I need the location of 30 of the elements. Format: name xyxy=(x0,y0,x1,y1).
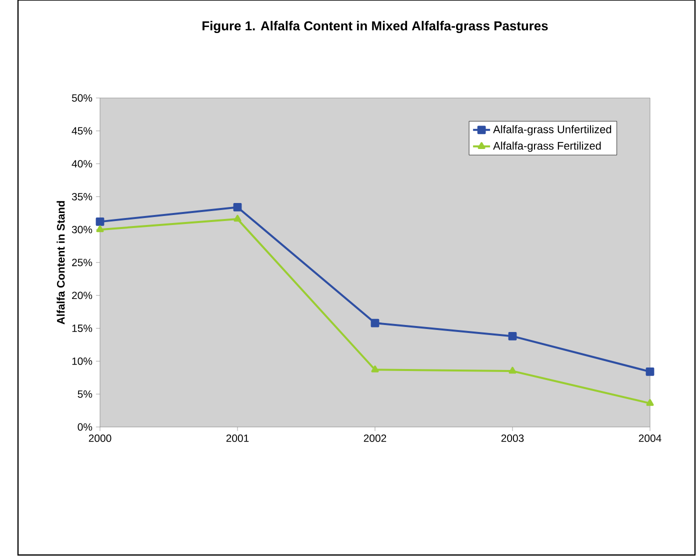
y-tick-label: 45% xyxy=(72,127,92,135)
y-tick-label: 25% xyxy=(72,258,92,266)
chart-title: Figure 1. Alfalfa Content in Mixed Alfalfa-grass Pastures xyxy=(202,20,548,34)
point xyxy=(96,217,104,226)
y-tick-label: 30% xyxy=(72,226,92,234)
point xyxy=(234,214,242,222)
y-tick-label: 5% xyxy=(78,390,92,398)
legend-label: Alfalfa-grass Fertilized xyxy=(493,142,601,152)
point xyxy=(371,366,379,372)
y-tick-label: 20% xyxy=(72,292,92,300)
y-tick-label: 50% xyxy=(72,94,92,102)
x-tick-label: 2003 xyxy=(501,434,524,442)
point xyxy=(96,225,104,232)
y-tick-label: 40% xyxy=(72,160,92,168)
x-tick-label: 2002 xyxy=(364,434,386,442)
point xyxy=(233,203,242,212)
legend-label: Alfalfa-grass Unfertilized xyxy=(493,125,612,136)
y-axis-title: Alfalfa Content in Stand xyxy=(56,201,65,324)
x-tick-label: 2000 xyxy=(88,434,112,442)
y-tick-label: 15% xyxy=(72,324,92,332)
point xyxy=(646,399,654,406)
x-tick-label: 2004 xyxy=(638,434,662,442)
point xyxy=(646,368,654,376)
x-tick-label: 2001 xyxy=(226,434,249,442)
y-tick-label: 35% xyxy=(72,192,92,200)
y-tick-label: 0% xyxy=(78,423,92,431)
point xyxy=(370,318,380,328)
y-tick-label: 10% xyxy=(72,357,92,365)
point xyxy=(508,332,517,340)
point xyxy=(508,366,516,374)
